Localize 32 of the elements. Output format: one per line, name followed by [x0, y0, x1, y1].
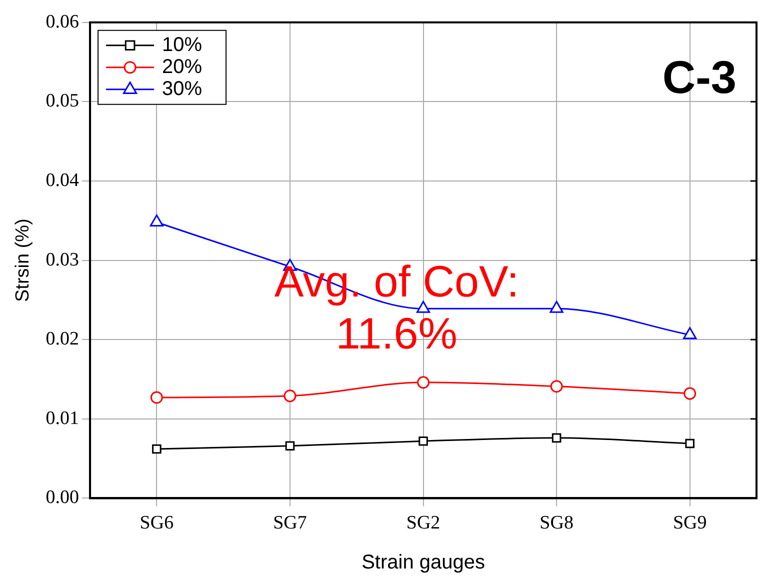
- y-tick-label: 0.02: [46, 328, 80, 350]
- legend-label: 30%: [162, 78, 202, 100]
- point: [417, 376, 430, 389]
- annotation: C-3: [662, 51, 736, 104]
- point: [416, 300, 430, 313]
- point: [685, 438, 694, 448]
- y-tick-label: 0.05: [46, 90, 80, 112]
- point: [684, 387, 696, 400]
- point: [550, 380, 563, 393]
- x-tick-label: SG9: [672, 512, 707, 534]
- point: [152, 444, 162, 454]
- x-axis-title: Strain gauges: [362, 552, 485, 574]
- point: [550, 300, 564, 313]
- point: [150, 214, 164, 226]
- point: [285, 441, 295, 450]
- legend-label: 20%: [162, 56, 202, 78]
- point: [150, 391, 163, 404]
- y-tick-label: 0.01: [46, 408, 80, 429]
- y-tick-label: 0.03: [46, 249, 80, 270]
- point: [418, 436, 428, 446]
- y-tick-label: 0.00: [46, 487, 80, 508]
- y-tick-label: 0.06: [46, 11, 80, 32]
- point: [683, 327, 697, 340]
- legend-label: 10%: [162, 34, 202, 56]
- point: [284, 390, 296, 402]
- x-tick-label: SG2: [406, 512, 440, 534]
- y-axis-title: Strsin (%): [12, 218, 34, 302]
- x-tick-label: SG6: [140, 512, 174, 534]
- point: [552, 433, 562, 443]
- x-tick-label: SG7: [273, 512, 307, 534]
- x-tick-label: SG8: [540, 512, 574, 534]
- y-tick-label: 0.04: [46, 170, 80, 191]
